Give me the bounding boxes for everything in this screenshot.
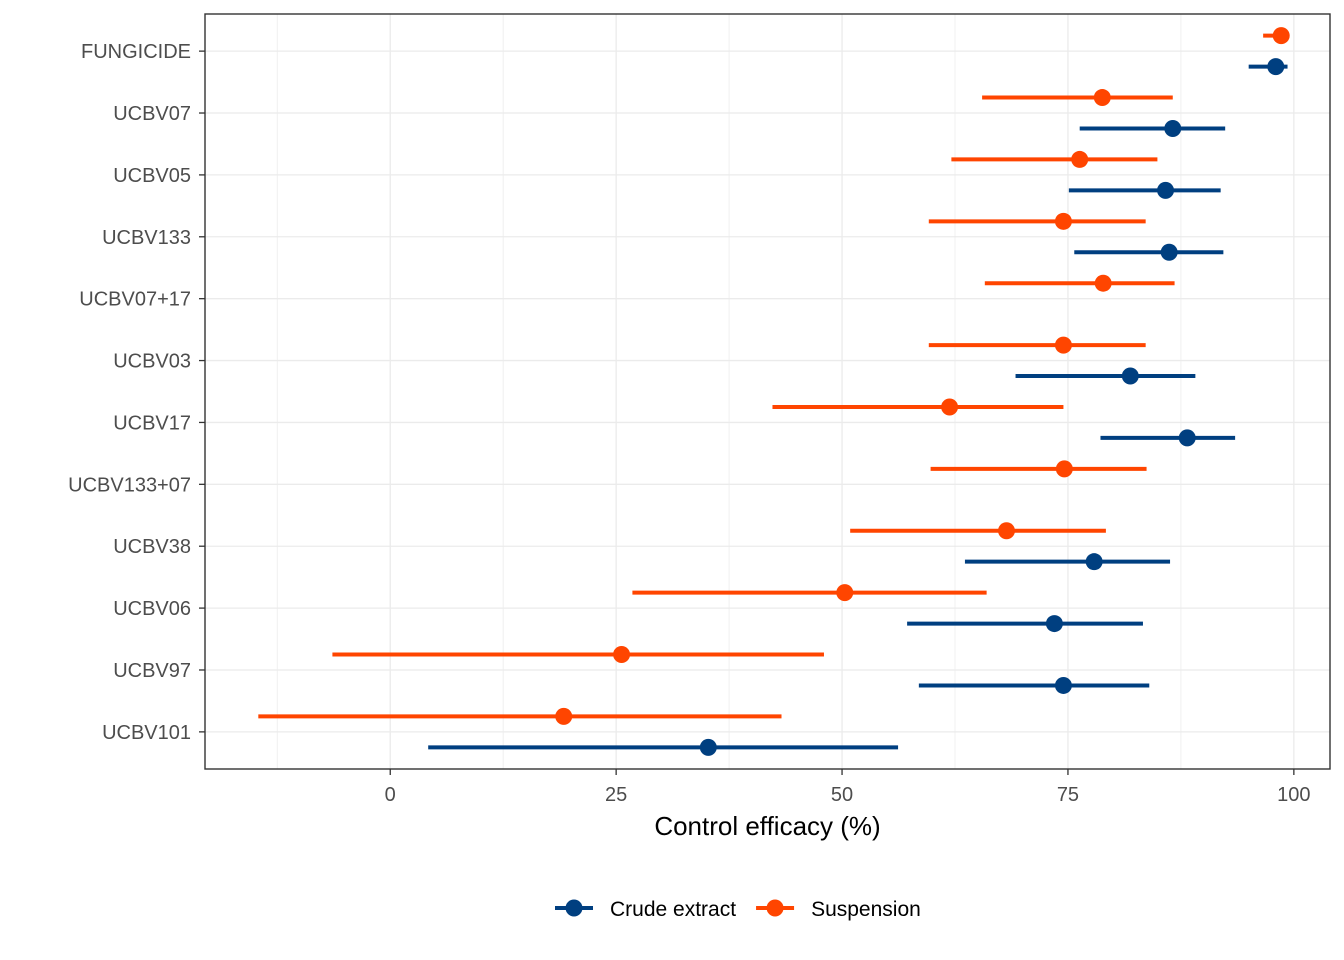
y-tick-label: UCBV07+17 [79,289,191,311]
x-axis: 0 25 50 75 100 [385,769,1311,806]
legend-label: Suspension [811,898,921,921]
legend-key-point [565,899,583,917]
data-point [1178,429,1196,447]
legend: Crude extract Suspension [555,898,921,921]
data-point [1055,460,1073,478]
data-point [1054,676,1072,694]
series-crude-extract [428,58,1288,756]
data-point [1054,336,1072,354]
data-point [1085,553,1103,571]
y-tick-label: UCBV38 [113,536,191,558]
data-point [941,398,959,416]
legend-item-crude-extract: Crude extract [555,898,736,921]
data-point [1160,243,1178,261]
x-tick-label: 25 [605,784,627,806]
y-tick-label: UCBV06 [113,598,191,620]
x-axis-title: Control efficacy (%) [654,811,880,841]
y-tick-label: UCBV101 [102,722,191,744]
legend-key-point [766,899,784,917]
data-point [1267,58,1285,76]
x-tick-label: 0 [385,784,396,806]
data-point [1093,89,1111,107]
plot-panel [204,13,1331,770]
marks-layer [258,27,1290,756]
data-point [1157,181,1175,199]
data-point [1045,615,1063,633]
panel-border [204,13,1331,770]
data-point [1272,27,1290,45]
data-point [1094,274,1112,292]
data-point [1054,212,1072,230]
x-tick-label: 100 [1277,784,1310,806]
legend-label: Crude extract [610,898,736,921]
data-point [836,584,854,602]
y-tick-label: FUNGICIDE [81,41,191,63]
y-tick-label: UCBV133+07 [68,474,191,496]
y-tick-label: UCBV07 [113,103,191,125]
data-point [1164,119,1182,137]
x-tick-label: 50 [831,784,853,806]
data-point [613,646,631,664]
x-tick-label: 75 [1057,784,1079,806]
legend-item-suspension: Suspension [756,898,921,921]
y-tick-label: UCBV133 [102,227,191,249]
series-suspension [258,27,1290,725]
data-point [998,522,1016,540]
grid-layer [205,14,1330,769]
y-tick-label: UCBV03 [113,351,191,373]
y-tick-label: UCBV17 [113,412,191,434]
data-point [1071,150,1089,168]
y-tick-label: UCBV05 [113,165,191,187]
y-tick-label: UCBV97 [113,660,191,682]
data-point [1121,367,1139,385]
y-axis: FUNGICIDE UCBV07 UCBV05 UCBV133 UCBV07+17 UCB… [68,41,205,744]
data-point [555,707,573,725]
data-point [699,738,717,756]
